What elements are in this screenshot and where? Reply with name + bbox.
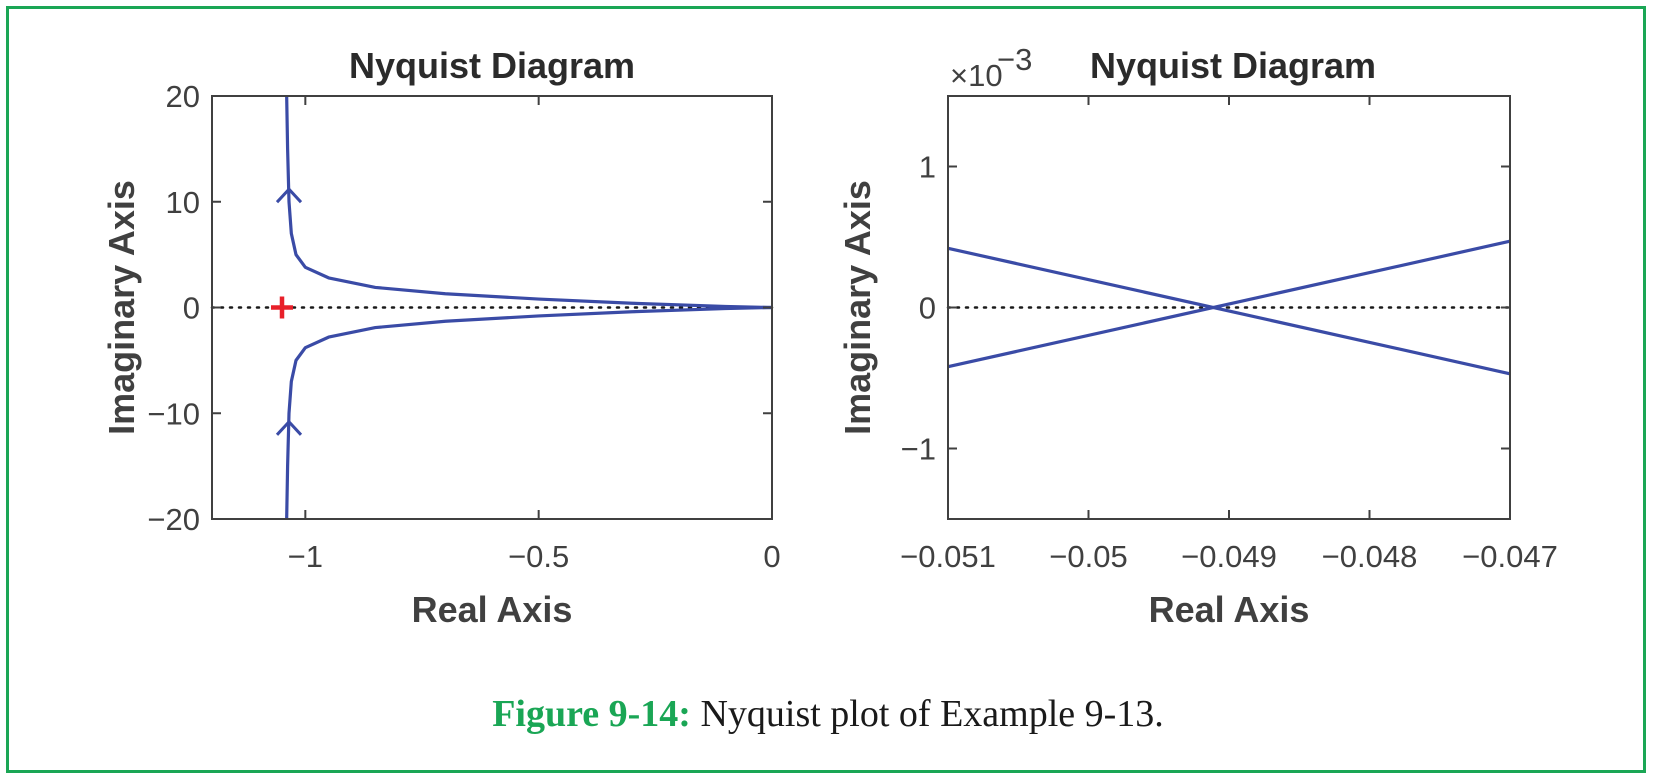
y-tick-label: 10 [166,185,200,220]
x-tick-label: −0.5 [508,539,569,574]
series-2-line [947,239,1511,369]
x-tick-label: −0.051 [900,539,996,574]
x-axis-label: Real Axis [1149,589,1310,630]
y-axis-label: Imaginary Axis [837,180,878,435]
y-tick-label: −10 [147,396,200,431]
x-tick-label: −1 [288,539,323,574]
x-tick-label: −0.049 [1181,539,1277,574]
nyquist-plot-right: −0.051 −0.05 −0.049 −0.048 −0.047 −1 0 1 Nyquist… [837,42,1558,630]
series-1-line [947,246,1511,376]
caption-text: Nyquist plot of Example 9-13. [690,693,1164,735]
caption-figure-number: Figure 9-14: [492,693,691,735]
nyquist-plot-left: −1 −0.5 0 −20 −10 0 10 20 Nyquist Diagram Real Ax… [101,45,781,630]
series-2-line [285,305,773,520]
y-tick-label: 0 [919,291,936,326]
figure-frame [6,6,1646,773]
x-axis-label: Real Axis [412,589,573,630]
y-tick-label: 0 [183,291,200,326]
x-tick-label: −0.048 [1322,539,1418,574]
y-tick-label: −1 [901,432,936,467]
chart-title: Nyquist Diagram [1090,45,1376,86]
y-exponent-label: ×10 [950,58,1003,93]
direction-arrow-1 [275,186,303,204]
y-exponent-value: −3 [997,42,1032,77]
x-tick-label: 0 [763,539,780,574]
direction-arrow-2 [275,419,303,436]
x-tick-label: −0.05 [1049,539,1127,574]
x-tick-label: −0.047 [1462,539,1558,574]
figure-caption: Figure 9-14: Nyquist plot of Example 9-1… [0,692,1656,736]
critical-point-marker [271,296,293,319]
y-tick-label: 1 [919,150,936,185]
y-tick-label: −20 [147,502,200,537]
y-tick-label: 20 [166,79,200,114]
y-axis-label: Imaginary Axis [101,180,142,435]
chart-title: Nyquist Diagram [349,45,635,86]
series-1-line [285,95,773,310]
